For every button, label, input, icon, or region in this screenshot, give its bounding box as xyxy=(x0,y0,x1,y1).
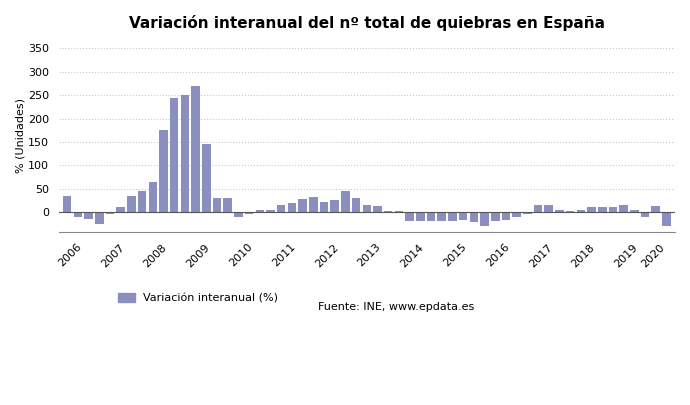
Bar xyxy=(598,207,607,212)
Bar xyxy=(202,144,210,212)
Bar xyxy=(437,212,446,222)
Bar xyxy=(566,211,574,212)
Bar xyxy=(523,212,531,214)
Bar xyxy=(362,205,371,212)
Bar xyxy=(620,205,628,212)
Bar xyxy=(84,212,93,219)
Bar xyxy=(266,210,275,212)
Bar xyxy=(245,212,253,214)
Bar xyxy=(288,203,296,212)
Bar xyxy=(95,212,104,224)
Bar xyxy=(395,211,403,212)
Bar xyxy=(651,207,660,212)
Legend: Variación interanual (%): Variación interanual (%) xyxy=(113,289,283,308)
Bar xyxy=(331,200,339,212)
Bar xyxy=(384,211,393,212)
Bar xyxy=(577,210,585,212)
Bar xyxy=(405,212,414,222)
Bar xyxy=(416,212,424,222)
Bar xyxy=(191,86,200,212)
Bar xyxy=(309,197,317,212)
Bar xyxy=(534,205,542,212)
Bar xyxy=(630,210,639,212)
Bar xyxy=(159,130,168,212)
Bar xyxy=(555,210,564,212)
Bar xyxy=(213,198,221,212)
Bar xyxy=(502,212,510,220)
Bar xyxy=(181,95,189,212)
Bar xyxy=(277,205,286,212)
Bar xyxy=(298,199,307,212)
Bar xyxy=(641,212,649,217)
Bar xyxy=(662,212,671,226)
Bar xyxy=(148,182,157,212)
Bar xyxy=(255,210,264,212)
Bar xyxy=(106,212,115,214)
Bar xyxy=(352,198,360,212)
Bar xyxy=(138,191,146,212)
Bar xyxy=(117,207,125,212)
Bar xyxy=(587,207,595,212)
Bar xyxy=(373,207,382,212)
Bar xyxy=(544,205,553,212)
Bar xyxy=(469,212,478,222)
Bar xyxy=(127,196,136,212)
Bar xyxy=(224,198,232,212)
Bar xyxy=(513,212,521,217)
Bar xyxy=(480,212,489,226)
Bar xyxy=(448,212,457,222)
Bar xyxy=(234,212,243,217)
Bar xyxy=(459,212,467,220)
Bar xyxy=(426,212,435,222)
Bar xyxy=(170,98,179,212)
Title: Variación interanual del nº total de quiebras en España: Variación interanual del nº total de qui… xyxy=(129,15,605,31)
Text: Fuente: INE, www.epdata.es: Fuente: INE, www.epdata.es xyxy=(317,302,474,312)
Bar xyxy=(63,196,72,212)
Bar xyxy=(491,212,500,222)
Bar xyxy=(609,207,618,212)
Bar xyxy=(341,191,350,212)
Bar xyxy=(74,212,82,217)
Bar xyxy=(319,202,328,212)
Y-axis label: % (Unidades): % (Unidades) xyxy=(15,98,25,173)
